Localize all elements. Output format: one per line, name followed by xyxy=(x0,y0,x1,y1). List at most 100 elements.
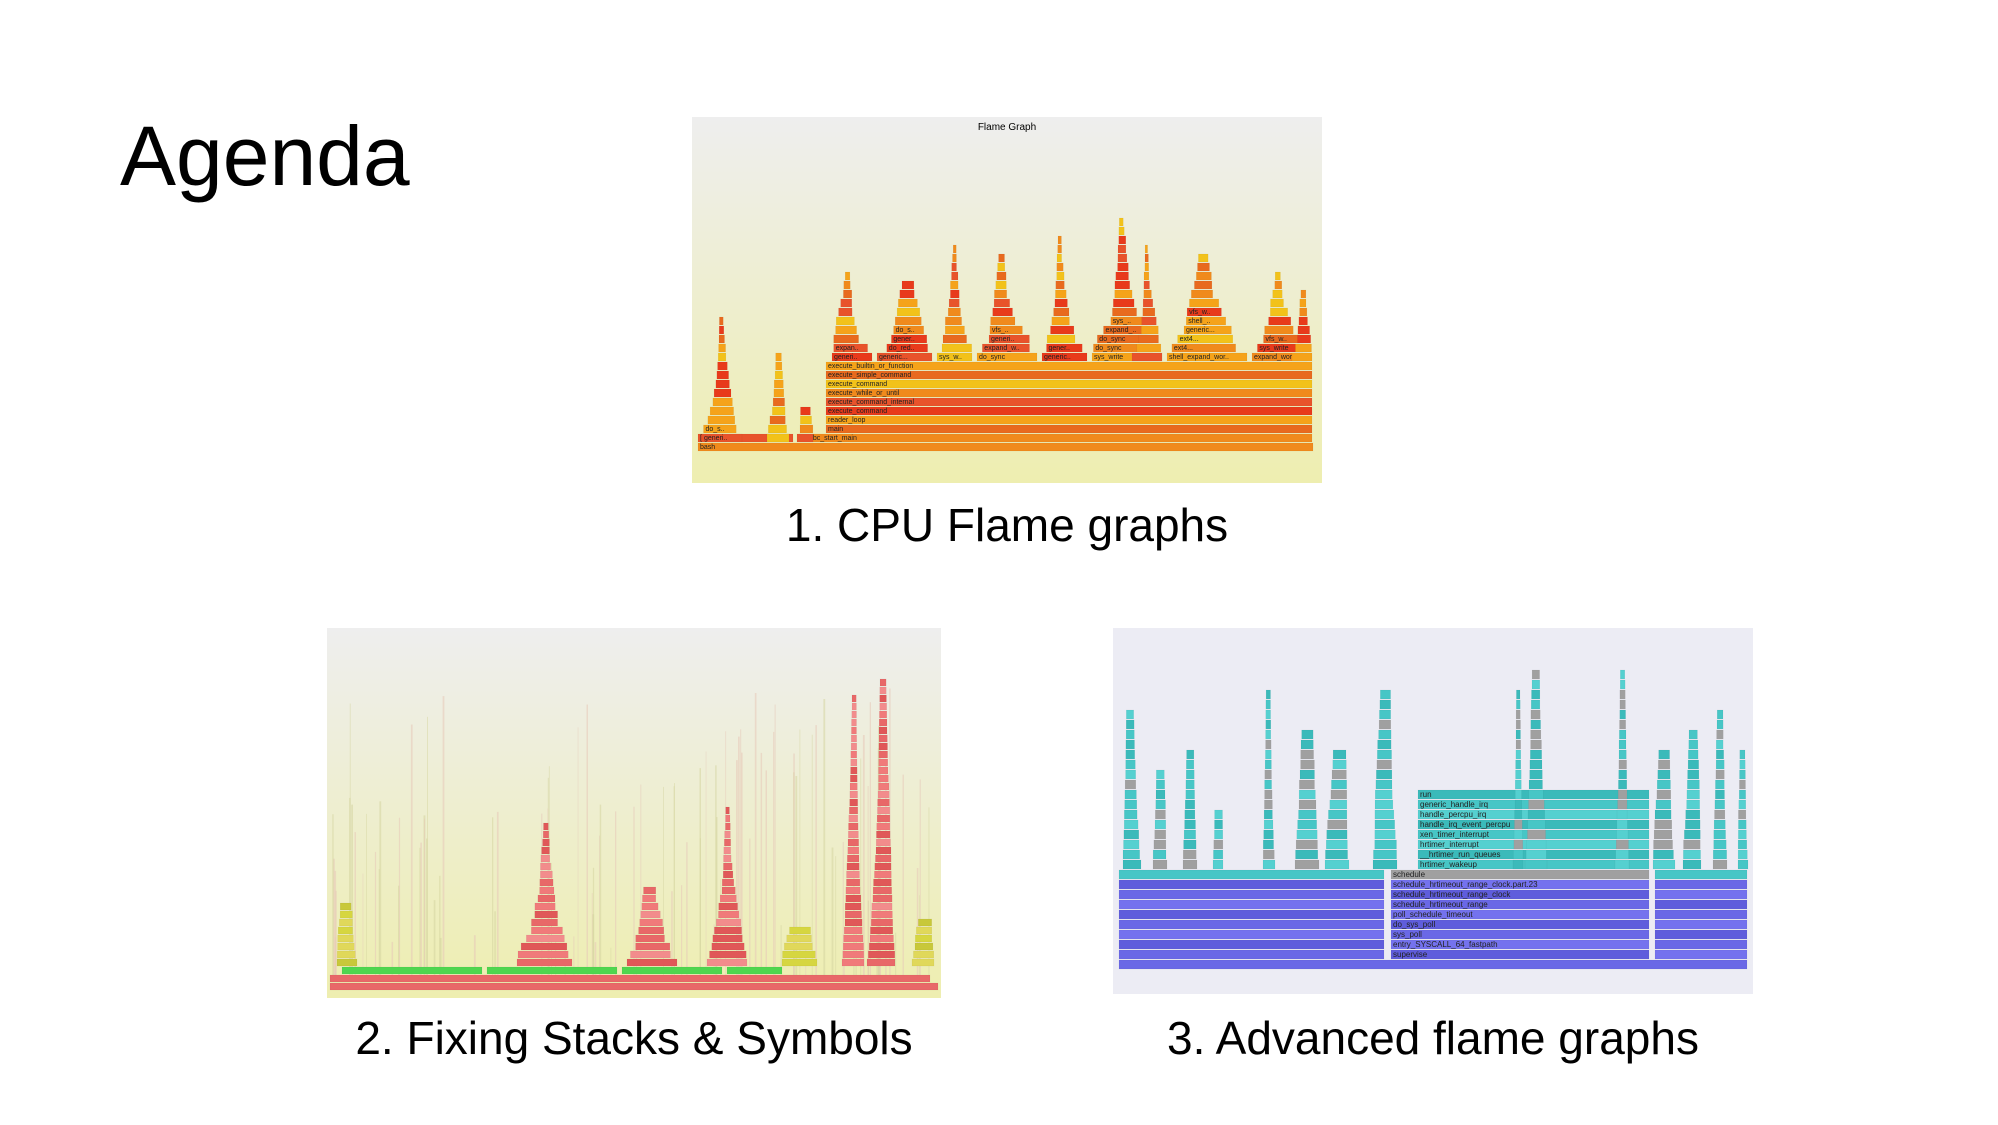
flame-frame xyxy=(540,854,550,863)
flame-frame xyxy=(1658,749,1670,760)
flame-frame xyxy=(526,934,565,943)
flame-frame xyxy=(1138,334,1159,344)
flame-frame xyxy=(1300,289,1307,299)
flame-frame xyxy=(769,415,786,425)
flame-frame xyxy=(1531,699,1541,710)
flame-frame xyxy=(707,415,735,425)
flame-frame xyxy=(1390,919,1650,930)
flame-frame xyxy=(825,370,1313,380)
flame-frame xyxy=(1299,769,1315,780)
flame-spike xyxy=(705,751,707,978)
flame-frame xyxy=(879,710,888,719)
flame-frame xyxy=(844,271,851,281)
flame-frame xyxy=(1390,879,1650,890)
flame-frame xyxy=(1656,789,1672,800)
flame-frame xyxy=(341,966,483,975)
flame-frame xyxy=(723,846,731,855)
flame-frame xyxy=(844,926,863,935)
flame-frame xyxy=(723,870,734,879)
flame-frame xyxy=(1688,739,1699,750)
flame-frame xyxy=(1380,689,1391,700)
flame-frame xyxy=(1144,253,1149,263)
flame-frame xyxy=(542,830,549,839)
flame-frame xyxy=(942,334,967,344)
flame-frame xyxy=(868,950,895,959)
cpu-flame-inset-title: Flame Graph xyxy=(978,122,1036,133)
flame-spike xyxy=(332,858,335,978)
flame-frame xyxy=(1528,799,1545,810)
flame-frame xyxy=(337,934,354,943)
flame-frame xyxy=(1331,769,1347,780)
flame-frame xyxy=(850,742,857,751)
flame-frame xyxy=(948,307,961,317)
flame-frame xyxy=(845,886,861,895)
flame-frame xyxy=(1125,759,1136,770)
flame-frame xyxy=(1527,829,1546,840)
flame-frame xyxy=(1514,799,1523,810)
flame-frame xyxy=(1299,307,1308,317)
frame-label: vfs_w.. xyxy=(1189,309,1210,316)
flame-frame xyxy=(846,862,860,871)
flame-frame xyxy=(337,942,355,951)
flame-frame xyxy=(1185,789,1195,800)
flame-frame xyxy=(844,910,862,919)
flame-frame xyxy=(843,942,864,951)
flame-frame xyxy=(1041,352,1088,362)
flame-frame xyxy=(1154,829,1167,840)
flame-frame xyxy=(1331,779,1347,790)
flame-frame xyxy=(1377,739,1392,750)
flame-frame xyxy=(831,352,873,362)
flame-frame xyxy=(877,806,891,815)
flame-frame xyxy=(1713,839,1727,850)
flame-frame xyxy=(621,966,723,975)
flame-frame xyxy=(540,870,553,879)
flame-frame xyxy=(1182,849,1197,860)
flame-frame xyxy=(851,694,857,703)
flame-frame xyxy=(719,325,725,335)
flame-frame xyxy=(339,918,353,927)
flame-frame xyxy=(871,918,893,927)
flame-frame xyxy=(1524,859,1548,870)
flame-frame xyxy=(1716,729,1724,740)
flame-frame xyxy=(1529,759,1543,770)
flame-spike xyxy=(823,699,826,978)
flame-frame xyxy=(1684,829,1701,840)
flame-frame xyxy=(1530,729,1542,740)
flame-frame xyxy=(1332,759,1347,770)
flame-spike xyxy=(754,693,757,978)
flame-frame xyxy=(799,424,814,434)
flame-frame xyxy=(1186,759,1195,770)
frame-label: do_red.. xyxy=(889,345,915,352)
frame-label: __hrtimer_run_queues xyxy=(1419,850,1501,859)
flame-frame xyxy=(1263,819,1274,830)
flame-spike xyxy=(799,729,801,978)
flame-frame xyxy=(1124,799,1138,810)
flame-frame xyxy=(531,926,563,935)
flame-frame xyxy=(1053,307,1070,317)
frame-label: handle_percpu_irq xyxy=(1420,810,1486,819)
flame-frame xyxy=(1056,271,1065,281)
flame-frame xyxy=(896,307,921,317)
flame-frame xyxy=(891,334,927,344)
flame-frame xyxy=(1738,829,1747,840)
flame-frame xyxy=(1122,849,1140,860)
flame-frame xyxy=(875,854,892,863)
flame-spike xyxy=(332,814,334,978)
frame-label: sys_write xyxy=(1259,345,1288,352)
flame-frame xyxy=(825,379,1313,389)
frame-label: generi.. xyxy=(991,336,1014,343)
flame-spike xyxy=(374,851,377,978)
flame-frame xyxy=(851,726,857,735)
flame-frame xyxy=(1525,849,1547,860)
flame-frame xyxy=(1683,849,1701,860)
frame-label: supervise xyxy=(1393,950,1428,959)
flame-frame xyxy=(336,958,358,967)
flame-frame xyxy=(1118,919,1385,930)
flame-frame xyxy=(851,710,857,719)
flame-frame xyxy=(697,442,1314,452)
flame-frame xyxy=(1123,839,1140,850)
flame-frame xyxy=(1330,789,1347,800)
flame-frame xyxy=(1152,849,1167,860)
flame-frame xyxy=(1118,235,1126,245)
flame-frame xyxy=(950,289,960,299)
